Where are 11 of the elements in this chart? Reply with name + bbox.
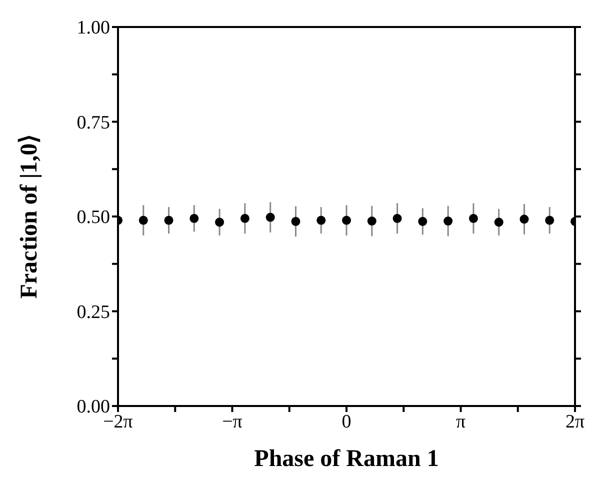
y-tick-label: 0.25 [76, 302, 110, 323]
y-tick-label: 1.00 [76, 18, 110, 39]
x-tick-label: 2π [565, 411, 585, 432]
y-tick-label: 0.75 [76, 112, 110, 134]
x-tick-label: π [456, 411, 466, 432]
y-axis-title: Fraction of |1,0⟩ [16, 134, 43, 299]
y-tick-label: 0.50 [76, 207, 110, 228]
x-tick-label: 0 [342, 411, 352, 432]
x-axis-title: Phase of Raman 1 [254, 446, 439, 472]
y-tick-label: 0.00 [76, 396, 110, 418]
x-tick-label: −π [222, 411, 243, 432]
